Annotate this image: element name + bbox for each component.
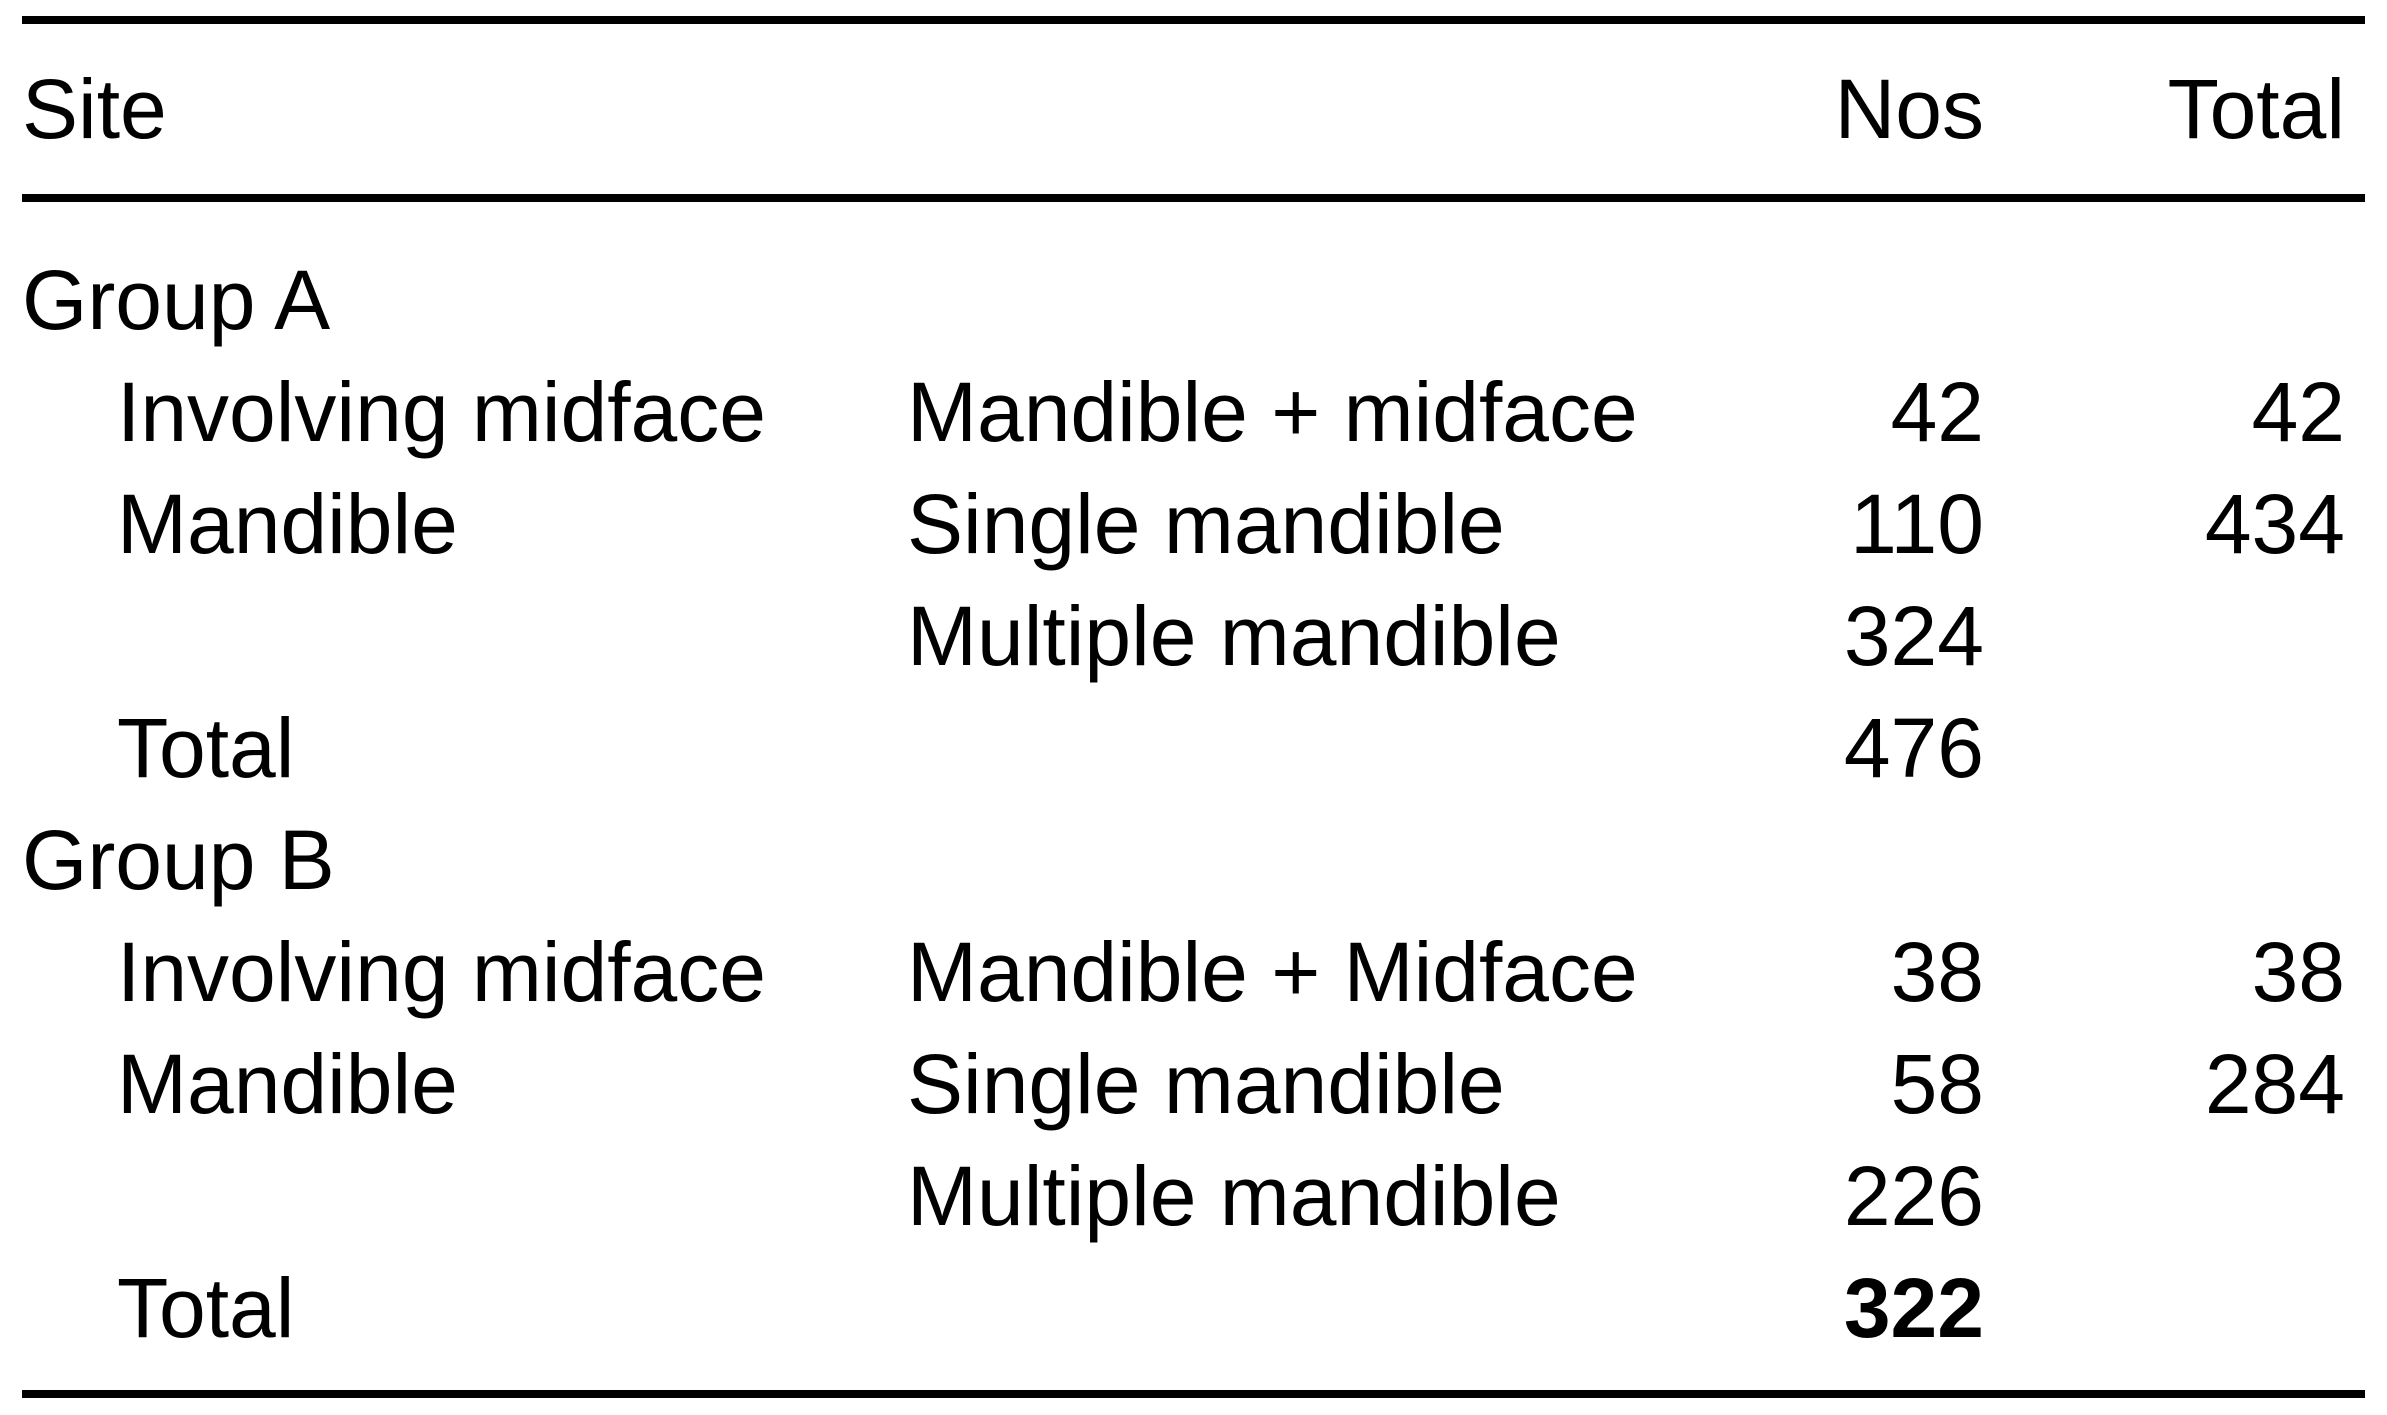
top-rule: [22, 16, 2365, 24]
bottom-rule: [22, 1390, 2365, 1398]
table-row-total-b: Total 322: [22, 1252, 2365, 1364]
column-header-nos: Nos: [1834, 62, 1984, 156]
table-row: Involving midface Mandible + Midface 38 …: [22, 916, 2365, 1028]
nos-cell: 42: [1890, 365, 1984, 459]
site-cell: Total: [117, 701, 295, 795]
table-row-group-b: Group B: [22, 804, 2365, 916]
site-cell: Involving midface: [117, 365, 766, 459]
site-cell: Mandible: [117, 477, 458, 571]
total-cell: 434: [2204, 477, 2345, 571]
total-cell: 284: [2204, 1037, 2345, 1131]
subsite-cell: Multiple mandible: [907, 589, 1561, 683]
table-row: Mandible Single mandible 110 434: [22, 468, 2365, 580]
nos-cell-bold: 322: [1843, 1261, 1984, 1355]
group-label: Group A: [22, 253, 331, 347]
total-cell: 38: [2251, 925, 2345, 1019]
table-row-group-a: Group A: [22, 244, 2365, 356]
column-header-total: Total: [2167, 62, 2345, 156]
table-row: Mandible Single mandible 58 284: [22, 1028, 2365, 1140]
subsite-cell: Multiple mandible: [907, 1149, 1561, 1243]
nos-cell: 476: [1843, 701, 1984, 795]
nos-cell: 324: [1843, 589, 1984, 683]
nos-cell: 226: [1843, 1149, 1984, 1243]
subsite-cell: Mandible + Midface: [907, 925, 1638, 1019]
nos-cell: 38: [1890, 925, 1984, 1019]
total-cell: 42: [2251, 365, 2345, 459]
column-header-site: Site: [22, 62, 167, 156]
nos-cell: 58: [1890, 1037, 1984, 1131]
site-cell: Total: [117, 1261, 295, 1355]
header-rule: [22, 194, 2365, 202]
table-header-row: Site Nos Total: [22, 24, 2365, 194]
nos-cell: 110: [1850, 477, 1984, 571]
subsite-cell: Mandible + midface: [907, 365, 1638, 459]
table-row-total-a: Total 476: [22, 692, 2365, 804]
table-row: Multiple mandible 226: [22, 1140, 2365, 1252]
subsite-cell: Single mandible: [907, 477, 1505, 571]
site-cell: Mandible: [117, 1037, 458, 1131]
subsite-cell: Single mandible: [907, 1037, 1505, 1131]
table-body: Group A Involving midface Mandible + mid…: [22, 202, 2365, 1364]
group-label: Group B: [22, 813, 335, 907]
table-row: Multiple mandible 324: [22, 580, 2365, 692]
site-cell: Involving midface: [117, 925, 766, 1019]
table-row: Involving midface Mandible + midface 42 …: [22, 356, 2365, 468]
